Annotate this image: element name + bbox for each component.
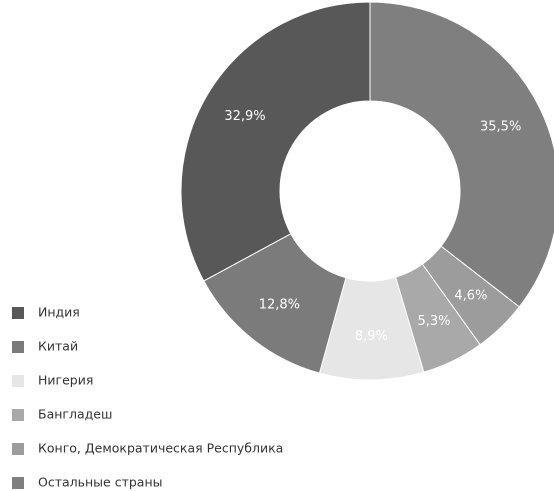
legend-label: Нигерия (38, 373, 93, 388)
legend-swatch (12, 307, 24, 319)
data-label: 12,8% (259, 297, 300, 312)
donut-segment (369, 1, 554, 308)
data-label: 4,6% (454, 288, 487, 303)
legend-swatch (12, 477, 24, 489)
donut-segment (180, 1, 371, 282)
legend-swatch (12, 375, 24, 387)
legend-label: Индия (38, 305, 80, 320)
legend-label: Остальные страны (38, 475, 163, 490)
data-label: 32,9% (224, 109, 265, 124)
legend-swatch (12, 409, 24, 421)
legend-label: Бангладеш (38, 407, 112, 422)
data-label: 5,3% (417, 314, 450, 329)
legend-swatch (12, 443, 24, 455)
legend-label: Китай (38, 339, 78, 354)
data-label: 35,5% (480, 119, 521, 134)
legend-swatch (12, 341, 24, 353)
legend-label: Конго, Демократическая Республика (38, 441, 283, 456)
data-label: 8,9% (355, 329, 388, 344)
